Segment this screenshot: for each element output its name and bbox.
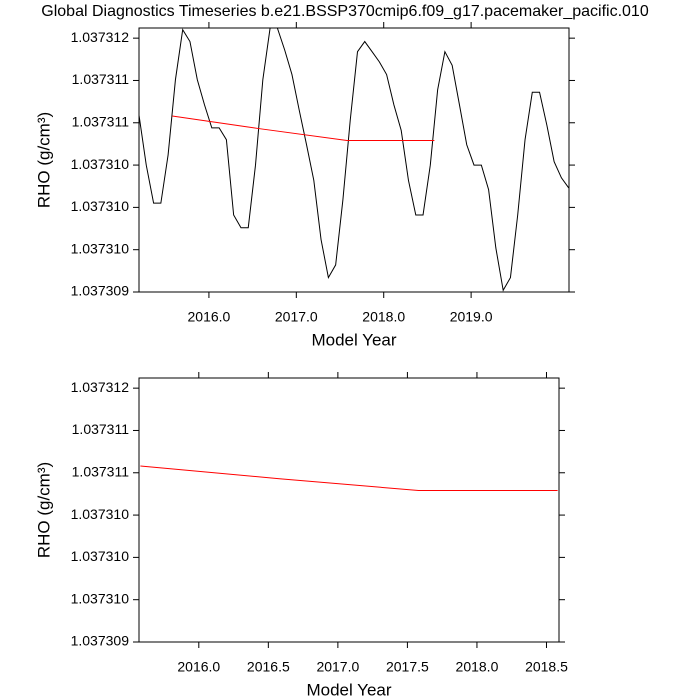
line-series (140, 465, 558, 492)
y-tick-label: 1.037310 (71, 240, 130, 256)
x-axis-label: Model Year (306, 680, 391, 699)
chart-title: Global Diagnostics Timeseries b.e21.BSSP… (41, 3, 649, 20)
x-tick-label: 2018.0 (456, 659, 499, 675)
y-tick-label: 1.037311 (72, 113, 130, 129)
line-series (172, 115, 435, 142)
x-tick-label: 2017.0 (316, 659, 359, 675)
x-tick-label: 2019.0 (450, 309, 493, 325)
y-tick-label: 1.037309 (71, 633, 130, 649)
x-tick-label: 2018.0 (362, 309, 405, 325)
x-axis-label: Model Year (311, 330, 396, 349)
y-tick-label: 1.037311 (72, 421, 130, 437)
y-tick-label: 1.037310 (71, 198, 130, 214)
x-tick-label: 2016.0 (177, 659, 220, 675)
line-series (138, 27, 570, 292)
y-axis-label: RHO (g/cm³) (34, 462, 53, 558)
y-tick-label: 1.037311 (72, 463, 130, 479)
plot-frame (138, 27, 570, 293)
y-tick-label: 1.037310 (71, 506, 130, 522)
x-tick-label: 2018.5 (525, 659, 568, 675)
y-tick-label: 1.037312 (71, 379, 130, 395)
y-tick-label: 1.037310 (71, 156, 130, 172)
x-tick-label: 2016.0 (188, 309, 231, 325)
x-tick-label: 2017.5 (386, 659, 429, 675)
y-tick-label: 1.037309 (71, 283, 130, 299)
y-axis-label: RHO (g/cm³) (34, 112, 53, 208)
x-tick-label: 2017.0 (275, 309, 318, 325)
y-tick-label: 1.037310 (71, 590, 130, 606)
y-tick-label: 1.037310 (71, 548, 130, 564)
plot-frame (138, 377, 560, 643)
x-tick-label: 2016.5 (247, 659, 290, 675)
y-tick-label: 1.037312 (71, 29, 130, 45)
y-tick-label: 1.037311 (72, 71, 130, 87)
